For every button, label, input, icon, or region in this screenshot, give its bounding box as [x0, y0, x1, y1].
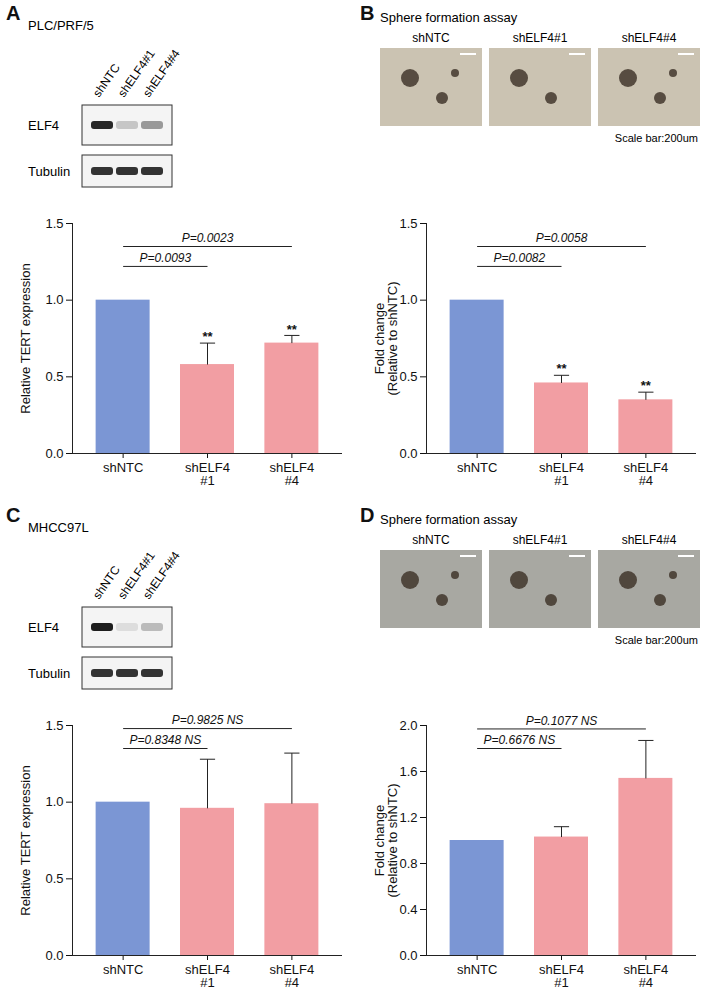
svg-text:0.0: 0.0 — [399, 446, 417, 461]
svg-text:2.0: 2.0 — [399, 718, 417, 733]
svg-text:Tubulin: Tubulin — [28, 666, 70, 681]
svg-text:shNTC: shNTC — [103, 460, 143, 475]
svg-text:1.0: 1.0 — [45, 292, 63, 307]
svg-text:**: ** — [556, 361, 567, 376]
svg-text:shELF4#1: shELF4#1 — [539, 962, 584, 990]
svg-text:shELF4#4: shELF4#4 — [622, 31, 677, 45]
svg-text:shELF4#1: shELF4#1 — [513, 533, 568, 547]
svg-text:MHCC97L: MHCC97L — [28, 520, 89, 535]
svg-text:1.2: 1.2 — [399, 810, 417, 825]
html-text:D: D — [360, 504, 375, 526]
svg-text:shNTC: shNTC — [457, 460, 497, 475]
svg-text:shELF4#4: shELF4#4 — [623, 460, 668, 488]
svg-text:PLC/PRF/5: PLC/PRF/5 — [28, 18, 94, 33]
svg-text:Sphere formation assay: Sphere formation assay — [380, 10, 518, 25]
svg-text:shNTC: shNTC — [103, 962, 143, 977]
svg-text:shNTC: shNTC — [90, 61, 123, 100]
svg-text:shELF4#1: shELF4#1 — [185, 962, 230, 990]
svg-text:shELF4#1: shELF4#1 — [539, 460, 584, 488]
svg-text:ELF4: ELF4 — [28, 118, 59, 133]
svg-text:shNTC: shNTC — [412, 533, 450, 547]
html-text:A: A — [6, 2, 21, 24]
svg-text:shELF4#4: shELF4#4 — [623, 962, 668, 990]
svg-text:P=0.0058: P=0.0058 — [536, 231, 588, 245]
svg-text:0.4: 0.4 — [399, 902, 417, 917]
svg-text:shELF4#1: shELF4#1 — [513, 31, 568, 45]
svg-text:shELF4#1: shELF4#1 — [115, 46, 158, 100]
svg-text:1.5: 1.5 — [45, 718, 63, 733]
svg-text:shNTC: shNTC — [90, 563, 123, 602]
svg-text:0.8: 0.8 — [399, 856, 417, 871]
svg-text:0.5: 0.5 — [399, 369, 417, 384]
html-text:C: C — [6, 504, 21, 526]
svg-text:Fold change(Relative to shNTC): Fold change(Relative to shNTC) — [372, 281, 400, 395]
svg-text:P=0.6676 NS: P=0.6676 NS — [483, 733, 555, 747]
svg-text:0.0: 0.0 — [399, 948, 417, 963]
svg-text:P=0.8348 NS: P=0.8348 NS — [129, 733, 201, 747]
svg-text:shNTC: shNTC — [412, 31, 450, 45]
svg-text:Tubulin: Tubulin — [28, 164, 70, 179]
svg-text:shELF4#4: shELF4#4 — [269, 460, 314, 488]
svg-text:1.5: 1.5 — [45, 216, 63, 231]
svg-text:Fold change(Relative to shNTC): Fold change(Relative to shNTC) — [372, 783, 400, 897]
svg-text:Scale bar:200um: Scale bar:200um — [615, 132, 698, 144]
svg-text:shELF4#1: shELF4#1 — [115, 548, 158, 602]
svg-text:shELF4#4: shELF4#4 — [140, 47, 183, 100]
svg-text:1.0: 1.0 — [399, 292, 417, 307]
svg-text:0.5: 0.5 — [45, 369, 63, 384]
svg-text:P=0.0093: P=0.0093 — [139, 251, 191, 265]
svg-text:Sphere formation assay: Sphere formation assay — [380, 512, 518, 527]
svg-text:shELF4#4: shELF4#4 — [140, 549, 183, 602]
svg-text:shELF4#4: shELF4#4 — [622, 533, 677, 547]
svg-text:1.6: 1.6 — [399, 764, 417, 779]
svg-text:P=0.1077 NS: P=0.1077 NS — [526, 714, 598, 728]
svg-text:Relative TERT expression: Relative TERT expression — [18, 263, 33, 413]
svg-text:P=0.9825 NS: P=0.9825 NS — [172, 713, 244, 727]
svg-text:**: ** — [202, 329, 213, 344]
svg-text:shELF4#1: shELF4#1 — [185, 460, 230, 488]
svg-text:Scale bar:200um: Scale bar:200um — [615, 634, 698, 646]
svg-text:P=0.0082: P=0.0082 — [493, 251, 545, 265]
svg-text:0.0: 0.0 — [45, 446, 63, 461]
svg-text:0.0: 0.0 — [45, 948, 63, 963]
svg-text:1.0: 1.0 — [45, 794, 63, 809]
svg-text:0.5: 0.5 — [45, 871, 63, 886]
svg-text:1.5: 1.5 — [399, 216, 417, 231]
svg-text:P=0.0023: P=0.0023 — [182, 231, 234, 245]
svg-text:**: ** — [641, 378, 652, 393]
svg-text:ELF4: ELF4 — [28, 620, 59, 635]
svg-text:shNTC: shNTC — [457, 962, 497, 977]
svg-text:shELF4#4: shELF4#4 — [269, 962, 314, 990]
svg-text:Relative TERT expression: Relative TERT expression — [18, 765, 33, 915]
html-text:B: B — [360, 2, 375, 24]
svg-text:**: ** — [287, 322, 298, 337]
